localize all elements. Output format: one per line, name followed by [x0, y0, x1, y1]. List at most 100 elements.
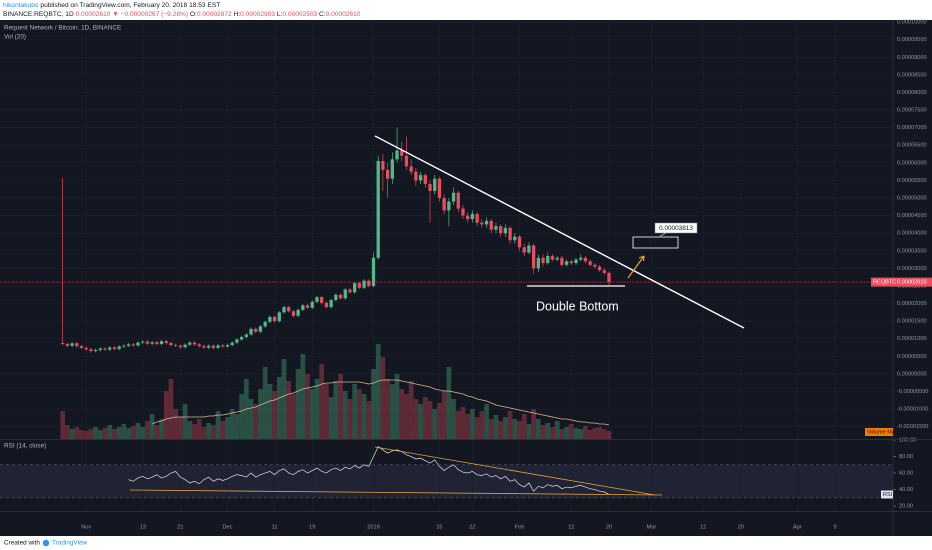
volume-bar: [564, 427, 569, 439]
volume-bar: [587, 430, 593, 439]
volume-bar: [554, 421, 560, 439]
y-tick-label: 0.00000000: [897, 371, 927, 377]
volume-bar: [559, 429, 565, 439]
candle-body: [480, 222, 484, 225]
candle-body: [79, 346, 84, 348]
candle-body: [437, 178, 442, 199]
candle-body: [117, 346, 121, 349]
volume-bar: [276, 377, 282, 439]
volume-bar: [319, 364, 325, 439]
candle-body: [579, 257, 583, 260]
volume-bar: [488, 419, 494, 439]
x-tick-label: 13: [140, 524, 146, 530]
rsi-trend-line[interactable]: [374, 446, 656, 496]
candle-body: [249, 328, 253, 335]
volume-bar: [135, 423, 141, 439]
volume-bar: [116, 427, 122, 439]
candle-body: [536, 257, 540, 269]
volume-bar: [182, 404, 188, 439]
y-tick-label: 0.00010000: [897, 20, 927, 26]
candle-body: [522, 247, 526, 253]
candle-body: [395, 150, 399, 160]
volume-bar: [60, 411, 65, 439]
candle-body: [414, 171, 418, 181]
volume-bar: [88, 429, 94, 439]
footer-brand[interactable]: TradingView: [52, 540, 88, 547]
volume-bar: [121, 424, 127, 439]
candle-body: [513, 236, 517, 241]
y-tick-label: 0.00001500: [897, 319, 927, 325]
volume-bar: [253, 404, 259, 439]
volume-bar: [432, 409, 438, 439]
price-label-value: 0.00002610: [897, 280, 927, 286]
volume-bar: [474, 417, 480, 439]
target-label: 0.00003813: [659, 225, 693, 232]
volume-bar: [258, 389, 263, 439]
y-tick-label: 0.00007500: [897, 108, 927, 114]
y-tick-label: 0.00002000: [897, 301, 927, 307]
candle-body: [541, 257, 545, 264]
volume-bar: [601, 429, 607, 439]
volume-ma-line: [151, 379, 610, 426]
y-tick-label: 0.00007000: [897, 125, 927, 131]
rsi-support-line[interactable]: [129, 489, 663, 496]
volume-bar: [366, 401, 372, 439]
candle-body: [404, 155, 409, 167]
target-box[interactable]: [632, 236, 679, 249]
arrow[interactable]: [627, 255, 645, 279]
volume-bar: [493, 415, 499, 439]
candle-body: [263, 321, 267, 327]
volume-bar: [498, 421, 504, 439]
volume-bar: [338, 374, 343, 439]
volume-bar: [446, 367, 452, 439]
trend-line[interactable]: [374, 135, 745, 329]
volume-bar: [437, 403, 442, 439]
volume-bar: [248, 399, 254, 439]
x-tick-label: Mar: [647, 524, 657, 530]
candle-body: [451, 192, 456, 202]
volume-bar: [97, 430, 103, 439]
footer-created: Created with: [4, 540, 40, 547]
candle-body: [442, 198, 446, 211]
candle-body: [98, 348, 102, 350]
volume-ma-label: Volume MA: [867, 429, 896, 435]
price-label-box: [871, 277, 932, 287]
candle-body: [508, 227, 512, 241]
volume-bar: [211, 425, 216, 439]
y-tick-label: 0.00004500: [897, 213, 927, 219]
volume-bar: [314, 379, 320, 439]
volume-bar: [83, 431, 89, 439]
candle-body: [93, 349, 98, 352]
price-label-symbol: REQBTC: [873, 280, 896, 286]
candle-body: [202, 346, 206, 348]
y-tick-label: 0.00009500: [897, 37, 927, 43]
volume-bar: [163, 391, 169, 439]
volume-bar: [69, 429, 75, 439]
volume-bar: [112, 429, 117, 439]
header-bar: [0, 0, 932, 20]
callout-line: [659, 232, 667, 237]
plot: Nov 13 21 Dec 11 19 2018 15 22 Feb 12 20 Mar 12 20 Apr 9…: [0, 20, 928, 530]
volume-bar: [305, 374, 310, 439]
volume-bar: [295, 369, 301, 439]
rsi-band: [0, 464, 893, 498]
c-value: 0.00002610: [326, 11, 361, 18]
x-tick-label: 20: [606, 524, 612, 530]
volume-bar: [380, 357, 386, 439]
x-tick-label: 11: [272, 524, 278, 530]
volume-bar: [300, 354, 306, 439]
volume-bar: [512, 419, 518, 439]
volume-bar: [328, 397, 334, 439]
volume-bar: [507, 411, 513, 439]
volume-bar: [178, 417, 183, 439]
candle-body: [560, 257, 564, 265]
volume-bar: [64, 425, 70, 439]
volume-bar: [187, 421, 193, 439]
candle-body: [503, 227, 508, 234]
author[interactable]: hikontakubo: [3, 2, 39, 9]
volume-bar: [333, 381, 339, 439]
candle-body: [489, 220, 493, 230]
candle-body: [75, 343, 79, 347]
volume-bar: [441, 391, 447, 439]
c-key: C:: [319, 11, 326, 18]
